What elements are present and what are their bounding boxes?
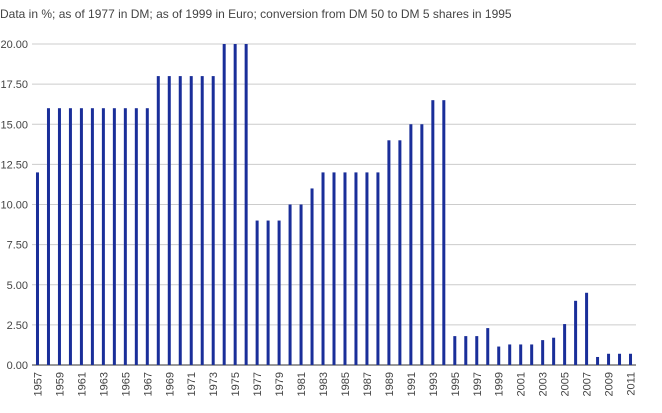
x-axis-ticks: 1957 1959 1961 1963 1965 1967 1969 1971 1973 1975… — [32, 372, 637, 396]
bar-2000 — [508, 344, 512, 365]
bar-1959 — [57, 108, 61, 365]
bar-2011 — [629, 353, 633, 365]
x-tick-label: 1965 — [120, 372, 132, 396]
bar-1958 — [46, 108, 50, 365]
x-tick-label: 1995 — [450, 372, 462, 396]
y-tick-label: 7.50 — [7, 240, 28, 252]
bar-1995 — [453, 336, 457, 365]
x-tick-label: 1975 — [230, 372, 242, 396]
bar-1990 — [398, 140, 402, 365]
bar-1957 — [35, 172, 39, 365]
x-tick-label: 1969 — [164, 372, 176, 396]
bar-1979 — [277, 220, 281, 365]
x-tick-label: 1991 — [406, 372, 418, 396]
bar-1971 — [189, 76, 193, 365]
bar-1970 — [178, 76, 182, 365]
bar-1991 — [409, 124, 413, 365]
bar-1969 — [167, 76, 171, 365]
y-tick-label: 0.00 — [7, 360, 28, 372]
bar-1993 — [431, 100, 435, 366]
bar-1964 — [112, 108, 116, 365]
bar-1999 — [497, 346, 501, 365]
bar-1980 — [288, 204, 292, 365]
bar-1984 — [332, 172, 336, 365]
bar-1996 — [464, 336, 468, 365]
bar-2002 — [530, 344, 534, 365]
y-tick-label: 15.00 — [0, 119, 28, 131]
bar-1967 — [145, 108, 149, 365]
x-tick-label: 1997 — [472, 372, 484, 396]
bar-2006 — [574, 300, 578, 365]
y-tick-label: 20.00 — [0, 39, 28, 51]
bar-1982 — [310, 188, 314, 365]
bar-1981 — [299, 204, 303, 365]
x-tick-label: 1973 — [208, 372, 220, 396]
bars — [35, 44, 633, 366]
bar-1976 — [244, 44, 248, 365]
bar-2007 — [585, 292, 589, 365]
x-tick-label: 1967 — [142, 372, 154, 396]
x-tick-label: 1981 — [296, 372, 308, 396]
x-tick-label: 1983 — [318, 372, 330, 396]
bar-1983 — [321, 172, 325, 365]
x-tick-label: 2007 — [582, 372, 594, 396]
bar-1998 — [486, 328, 490, 365]
bar-1965 — [123, 108, 127, 365]
bar-1989 — [387, 140, 391, 365]
y-tick-label: 2.50 — [7, 320, 28, 332]
x-tick-label: 1957 — [32, 372, 44, 396]
bar-1978 — [266, 220, 270, 365]
bar-1977 — [255, 220, 259, 365]
x-tick-label: 2001 — [516, 372, 528, 396]
bar-1987 — [365, 172, 369, 365]
x-tick-label: 1989 — [384, 372, 396, 396]
bar-1963 — [101, 108, 105, 365]
bar-1973 — [211, 76, 215, 365]
bar-2005 — [563, 324, 567, 365]
bar-2001 — [519, 344, 523, 365]
bar-1961 — [79, 108, 83, 365]
bar-1992 — [420, 124, 424, 365]
bar-2010 — [618, 353, 622, 365]
x-tick-label: 1959 — [54, 372, 66, 396]
x-tick-label: 1979 — [274, 372, 286, 396]
bar-1988 — [376, 172, 380, 365]
bar-2008 — [596, 356, 600, 365]
bar-1975 — [233, 44, 237, 365]
x-tick-label: 2011 — [626, 372, 638, 396]
y-tick-label: 12.50 — [0, 159, 28, 171]
bar-1972 — [200, 76, 204, 365]
bar-1986 — [354, 172, 358, 365]
bar-2009 — [607, 353, 611, 365]
x-tick-label: 2003 — [538, 372, 550, 396]
x-tick-label: 1985 — [340, 372, 352, 396]
x-tick-label: 1963 — [98, 372, 110, 396]
x-tick-label: 1999 — [494, 372, 506, 396]
bar-2003 — [541, 340, 545, 365]
x-tick-label: 1993 — [428, 372, 440, 396]
x-tick-label: 1971 — [186, 372, 198, 396]
chart-subtitle: Data in %; as of 1977 in DM; as of 1999 … — [0, 7, 512, 21]
bar-1960 — [68, 108, 72, 365]
x-tick-label: 1961 — [76, 372, 88, 396]
y-tick-label: 5.00 — [7, 280, 28, 292]
y-tick-label: 10.00 — [0, 200, 28, 212]
bar-1997 — [475, 336, 479, 365]
bar-2004 — [552, 337, 556, 365]
bar-1994 — [442, 100, 446, 366]
bar-1974 — [222, 44, 226, 365]
x-tick-label: 2009 — [604, 372, 616, 396]
x-tick-label: 2005 — [560, 372, 572, 396]
x-tick-label: 1987 — [362, 372, 374, 396]
y-axis-ticks: 0.00 2.50 5.00 7.50 10.00 12.50 15.00 17.50 20.0… — [0, 39, 28, 372]
y-tick-label: 17.50 — [0, 79, 28, 91]
bar-1985 — [343, 172, 347, 365]
x-tick-label: 1977 — [252, 372, 264, 396]
bar-1966 — [134, 108, 138, 365]
bar-1968 — [156, 76, 160, 365]
bar-1962 — [90, 108, 94, 365]
